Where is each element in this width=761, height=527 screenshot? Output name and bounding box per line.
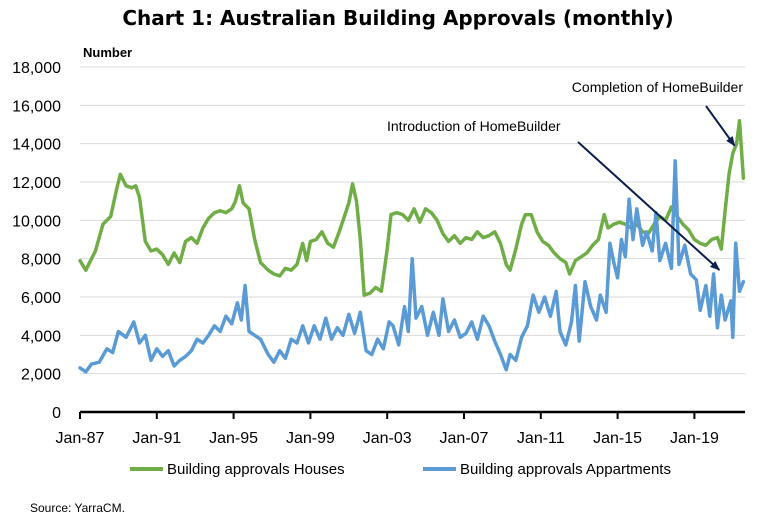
- y-tick-label: 0: [52, 405, 61, 422]
- x-tick-label: Jan-11: [517, 430, 565, 447]
- x-tick-label: Jan-91: [132, 430, 181, 447]
- series-line-apartments: [78, 159, 746, 374]
- chart-title: Chart 1: Australian Building Approvals (…: [122, 6, 673, 30]
- series-group: [78, 118, 746, 374]
- x-tick-label: Jan-87: [56, 430, 105, 447]
- annotation-arrow-introduction: [577, 141, 721, 271]
- annotation-introduction-homebuilder: Introduction of HomeBuilder: [387, 118, 561, 134]
- y-axis-unit-label: Number: [83, 45, 132, 60]
- y-tick-label: 8,000: [21, 252, 61, 269]
- annotation-arrow-completion: [705, 105, 736, 147]
- legend-label-houses: Building approvals Houses: [167, 461, 345, 478]
- y-tick-label: 10,000: [12, 213, 61, 230]
- y-tick-label: 2,000: [21, 367, 61, 384]
- x-axis: Jan-87 Jan-91 Jan-95 Jan-99 Jan-03 Jan-07 Jan-…: [56, 410, 745, 447]
- y-tick-label: 18,000: [12, 60, 61, 77]
- x-tick-label: Jan-95: [209, 430, 258, 447]
- source-note: Source: YarraCM.: [30, 501, 125, 515]
- x-tick-label: Jan-03: [363, 430, 412, 447]
- y-tick-label: 14,000: [12, 137, 61, 154]
- legend-label-apartments: Building approvals Appartments: [460, 461, 671, 478]
- y-tick-label: 4,000: [21, 328, 61, 345]
- annotations: Completion of HomeBuilder Introduction of…: [387, 79, 744, 271]
- annotation-completion-homebuilder: Completion of HomeBuilder: [572, 79, 744, 95]
- x-tick-label: Jan-15: [593, 430, 642, 447]
- y-tick-label: 12,000: [12, 175, 61, 192]
- y-tick-label: 16,000: [12, 98, 61, 115]
- x-tick-label: Jan-19: [670, 430, 719, 447]
- x-tick-label: Jan-07: [440, 430, 489, 447]
- x-tick-label: Jan-99: [286, 430, 335, 447]
- y-axis-ticks: 0 2,000 4,000 6,000 8,000 10,000 12,000 14,000 1…: [12, 60, 61, 422]
- legend: Building approvals Houses Building appro…: [130, 461, 671, 478]
- y-tick-label: 6,000: [21, 290, 61, 307]
- gridlines: [80, 66, 745, 375]
